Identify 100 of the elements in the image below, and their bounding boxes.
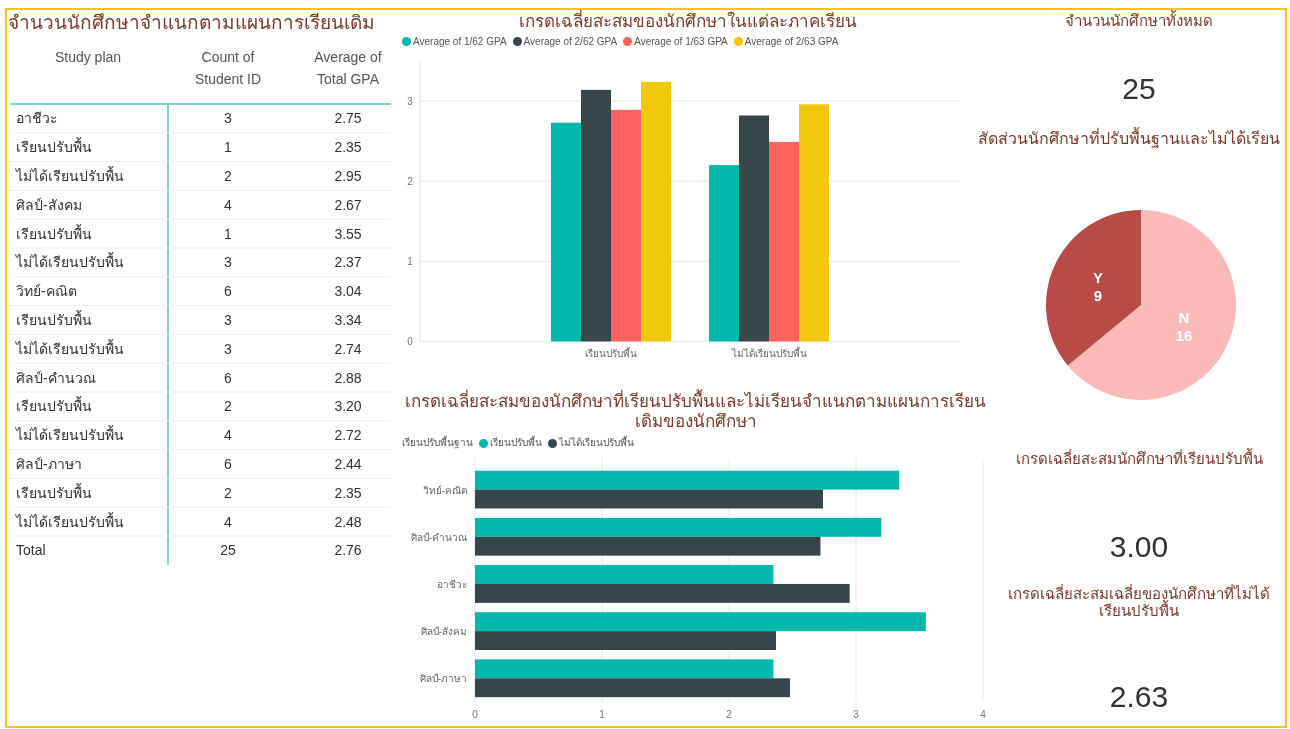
pie-slice bbox=[1067, 210, 1236, 400]
bar bbox=[550, 122, 581, 341]
data-label: 1 bbox=[224, 225, 233, 242]
y-tick-label: ศิลป์-สังคม bbox=[420, 626, 467, 638]
y-tick-label: 0 bbox=[407, 336, 414, 347]
category-label: เรียนปรับพื้น bbox=[16, 223, 92, 242]
data-label: 2 bbox=[224, 484, 233, 501]
slice-label: N bbox=[1178, 309, 1190, 327]
data-label: 2.76 bbox=[334, 542, 362, 559]
bar bbox=[580, 89, 611, 341]
bar bbox=[475, 612, 926, 632]
y-tick-label: วิทย์-คณิต bbox=[422, 484, 467, 496]
category-label: ไม่ได้เรียนปรับพื้น bbox=[15, 252, 124, 271]
bar bbox=[475, 517, 882, 537]
text: เกรดเฉลี่ยสะสมเฉลี่ยของนักศึกษาที่ไม่ได้เรียนปรับพื้น bbox=[1007, 585, 1271, 620]
legend-label: Average of 2/63 GPA bbox=[743, 35, 839, 47]
category-label: เรียนปรับพื้น bbox=[16, 396, 92, 415]
legend-label: Average of 1/63 GPA bbox=[633, 35, 728, 47]
chart-title: เกรดเฉลี่ยสะสมของนักศึกษาในแต่ละภาคเรียน bbox=[518, 10, 858, 33]
category-label: เรียนปรับพื้น bbox=[16, 482, 92, 501]
legend-title: เรียนปรับพื้นฐาน bbox=[402, 435, 473, 451]
data-label: 2.44 bbox=[334, 456, 362, 472]
y-tick-label: 3 bbox=[407, 95, 414, 107]
slice-label: Y bbox=[1093, 268, 1104, 286]
data-label: 2.35 bbox=[334, 139, 362, 156]
data-label: 2.63 bbox=[1108, 680, 1170, 714]
category-label: อาชีวะ bbox=[16, 110, 58, 127]
category-label: ศิลป์-คำนวณ bbox=[16, 369, 96, 386]
data-label: 2.35 bbox=[334, 484, 362, 501]
x-tick-label: 1 bbox=[599, 709, 606, 720]
data-label: 3 bbox=[224, 312, 233, 328]
category-label: เรียนปรับพื้น bbox=[16, 310, 92, 328]
legend-label: Average of 1/62 GPA bbox=[412, 35, 507, 47]
data-label: 2.88 bbox=[334, 369, 362, 386]
text: จำนวนนักศึกษาจำแนกตามแผนการเรียนเดิม bbox=[8, 12, 376, 34]
legend-label: Average of 2/62 GPA bbox=[522, 35, 618, 47]
data-label: 4 bbox=[224, 196, 233, 213]
legend-label: เรียนปรับพื้น bbox=[489, 435, 542, 451]
x-tick-label: 0 bbox=[472, 709, 479, 720]
category-label: เรียนปรับพื้น bbox=[16, 137, 92, 156]
y-tick-label: 1 bbox=[407, 255, 414, 267]
data-label: 4 bbox=[224, 513, 233, 530]
data-label: 6 bbox=[224, 456, 233, 472]
bar bbox=[475, 584, 850, 603]
chart-title: เกรดเฉลี่ยสะสมของนักศึกษาที่เรียนปรับพื้นและไม่เรียนจำแนกตามแผนการเรียนเดิมของนักศึกษา bbox=[404, 390, 987, 433]
data-label: 2.72 bbox=[334, 427, 362, 444]
x-tick-label: 3 bbox=[853, 709, 860, 720]
y-tick-label: ศิลป์-ภาษา bbox=[419, 673, 467, 685]
bar bbox=[475, 470, 900, 490]
category-label: ไม่ได้เรียนปรับพื้น bbox=[15, 166, 124, 184]
bar bbox=[475, 565, 774, 585]
data-label: 4 bbox=[224, 427, 233, 444]
bar bbox=[611, 109, 642, 341]
text: จำนวนนักศึกษาทั้งหมด bbox=[1064, 12, 1214, 30]
data-label: 3.04 bbox=[334, 283, 362, 300]
category-label: Total bbox=[16, 542, 46, 559]
data-label: 2.37 bbox=[334, 254, 362, 271]
bar bbox=[738, 115, 769, 341]
category-label: ศิลป์-สังคม bbox=[16, 196, 82, 213]
data-label: 3 bbox=[224, 254, 233, 271]
data-label: 25 bbox=[220, 542, 236, 559]
legend-label: ไม่ได้เรียนปรับพื้น bbox=[557, 435, 634, 451]
data-label: 1 bbox=[224, 139, 233, 156]
text: Study plan bbox=[54, 49, 122, 65]
data-label: 6 bbox=[224, 283, 233, 300]
pie-slice bbox=[1046, 210, 1141, 366]
bar bbox=[799, 103, 830, 341]
data-label: 2.75 bbox=[334, 110, 362, 127]
data-label: 3 bbox=[224, 110, 233, 127]
bar bbox=[475, 678, 790, 698]
x-tick-label: 4 bbox=[980, 709, 987, 720]
bar bbox=[641, 81, 672, 341]
y-tick-label: ศิลป์-คำนวณ bbox=[410, 531, 467, 543]
data-label: 2 bbox=[224, 398, 233, 415]
category-label: ศิลป์-ภาษา bbox=[16, 456, 82, 472]
bar bbox=[475, 536, 821, 556]
text: Count of Student ID bbox=[194, 49, 262, 87]
category-label: ไม่ได้เรียนปรับพื้น bbox=[15, 511, 124, 530]
data-label: 3.55 bbox=[334, 225, 362, 242]
data-label: 2.48 bbox=[334, 513, 362, 530]
data-label: 3.20 bbox=[334, 398, 362, 415]
category-label: วิทย์-คณิต bbox=[16, 283, 77, 300]
text: เกรดเฉลี่ยสะสมนักศึกษาที่เรียนปรับพื้น bbox=[1014, 450, 1264, 468]
category-label: ไม่ได้เรียนปรับพื้น bbox=[15, 425, 124, 444]
data-label: 3.00 bbox=[1108, 530, 1170, 564]
bar bbox=[475, 631, 776, 651]
data-label: 2 bbox=[224, 168, 233, 184]
y-tick-label: อาชีวะ bbox=[437, 579, 467, 591]
x-tick-label: 2 bbox=[726, 709, 733, 720]
y-tick-label: 2 bbox=[407, 175, 414, 187]
bar bbox=[769, 141, 800, 341]
data-label: 3.34 bbox=[334, 312, 362, 328]
bar bbox=[475, 659, 774, 679]
data-label: 6 bbox=[224, 369, 233, 386]
bar bbox=[475, 489, 823, 509]
data-label: 16 bbox=[1175, 327, 1193, 345]
data-label: 2.95 bbox=[334, 168, 362, 184]
data-label: 2.74 bbox=[334, 340, 362, 357]
bar bbox=[708, 164, 739, 341]
text: Average of Total GPA bbox=[314, 49, 382, 87]
